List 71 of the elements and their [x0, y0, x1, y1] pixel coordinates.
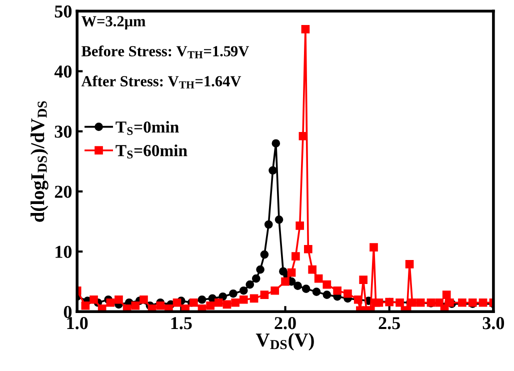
point	[370, 243, 378, 252]
x-tick-label: 2.0	[274, 317, 296, 330]
point	[252, 274, 260, 283]
point	[359, 276, 368, 284]
point	[231, 298, 240, 307]
y-tick-label: 0	[64, 306, 72, 318]
point	[172, 298, 182, 307]
x-tick-label: 1.0	[67, 317, 88, 330]
point	[287, 268, 296, 277]
point	[106, 298, 115, 307]
point	[260, 290, 269, 299]
point	[246, 280, 254, 289]
point	[442, 290, 451, 299]
point	[81, 301, 90, 310]
point	[239, 295, 248, 304]
point	[416, 298, 425, 307]
point	[214, 298, 223, 307]
point	[222, 300, 232, 309]
point	[250, 294, 258, 303]
annotation: After Stress: V$_{TH}$=1.64V	[81, 75, 242, 88]
point	[302, 284, 310, 293]
point	[114, 295, 123, 304]
point	[314, 274, 323, 283]
annotation: Before Stress: V$_{TH}$=1.59V	[82, 45, 250, 58]
y-tick-label: 50	[54, 5, 72, 18]
point	[294, 282, 302, 290]
point	[264, 220, 273, 229]
x-axis-title: V$_{DS}$(V)	[256, 332, 314, 351]
point	[274, 216, 284, 224]
point	[256, 265, 264, 274]
point	[198, 295, 206, 304]
point	[322, 280, 332, 289]
point	[292, 252, 300, 261]
point	[270, 286, 280, 295]
point	[140, 295, 148, 304]
x-tick-label: 2.5	[378, 317, 400, 330]
x-tick-label: 3.0	[482, 317, 504, 330]
point	[322, 290, 332, 299]
point	[90, 295, 98, 304]
y-tick-label: 10	[56, 246, 72, 258]
legend-label: T$_{S}$=60min	[116, 144, 188, 158]
annotation: W=3.2μm	[81, 16, 146, 30]
point	[304, 244, 312, 254]
y-tick-label: 40	[54, 65, 72, 78]
point	[396, 298, 404, 307]
y-tick-label: 20	[54, 186, 72, 198]
point	[405, 260, 414, 268]
point	[344, 289, 352, 298]
point	[239, 286, 248, 295]
point	[312, 288, 321, 296]
point	[458, 298, 466, 307]
point	[308, 265, 316, 274]
point	[301, 24, 310, 34]
y-axis-title: d(logI$_{DS}$)/dV$_{DS}$	[30, 101, 48, 222]
point	[333, 286, 342, 295]
point	[131, 301, 140, 310]
point	[435, 298, 444, 307]
point	[156, 301, 165, 310]
point	[206, 301, 214, 310]
point	[272, 139, 280, 148]
point	[229, 289, 238, 298]
point	[268, 166, 277, 175]
point	[260, 250, 269, 259]
point	[190, 298, 198, 307]
point	[281, 277, 290, 286]
x-tick-label: 1.5	[171, 317, 192, 330]
point	[374, 298, 384, 307]
point	[478, 298, 488, 307]
point	[296, 222, 304, 230]
legend-label: T$_{S}$=0min	[116, 120, 179, 135]
y-tick-label: 30	[54, 126, 72, 138]
